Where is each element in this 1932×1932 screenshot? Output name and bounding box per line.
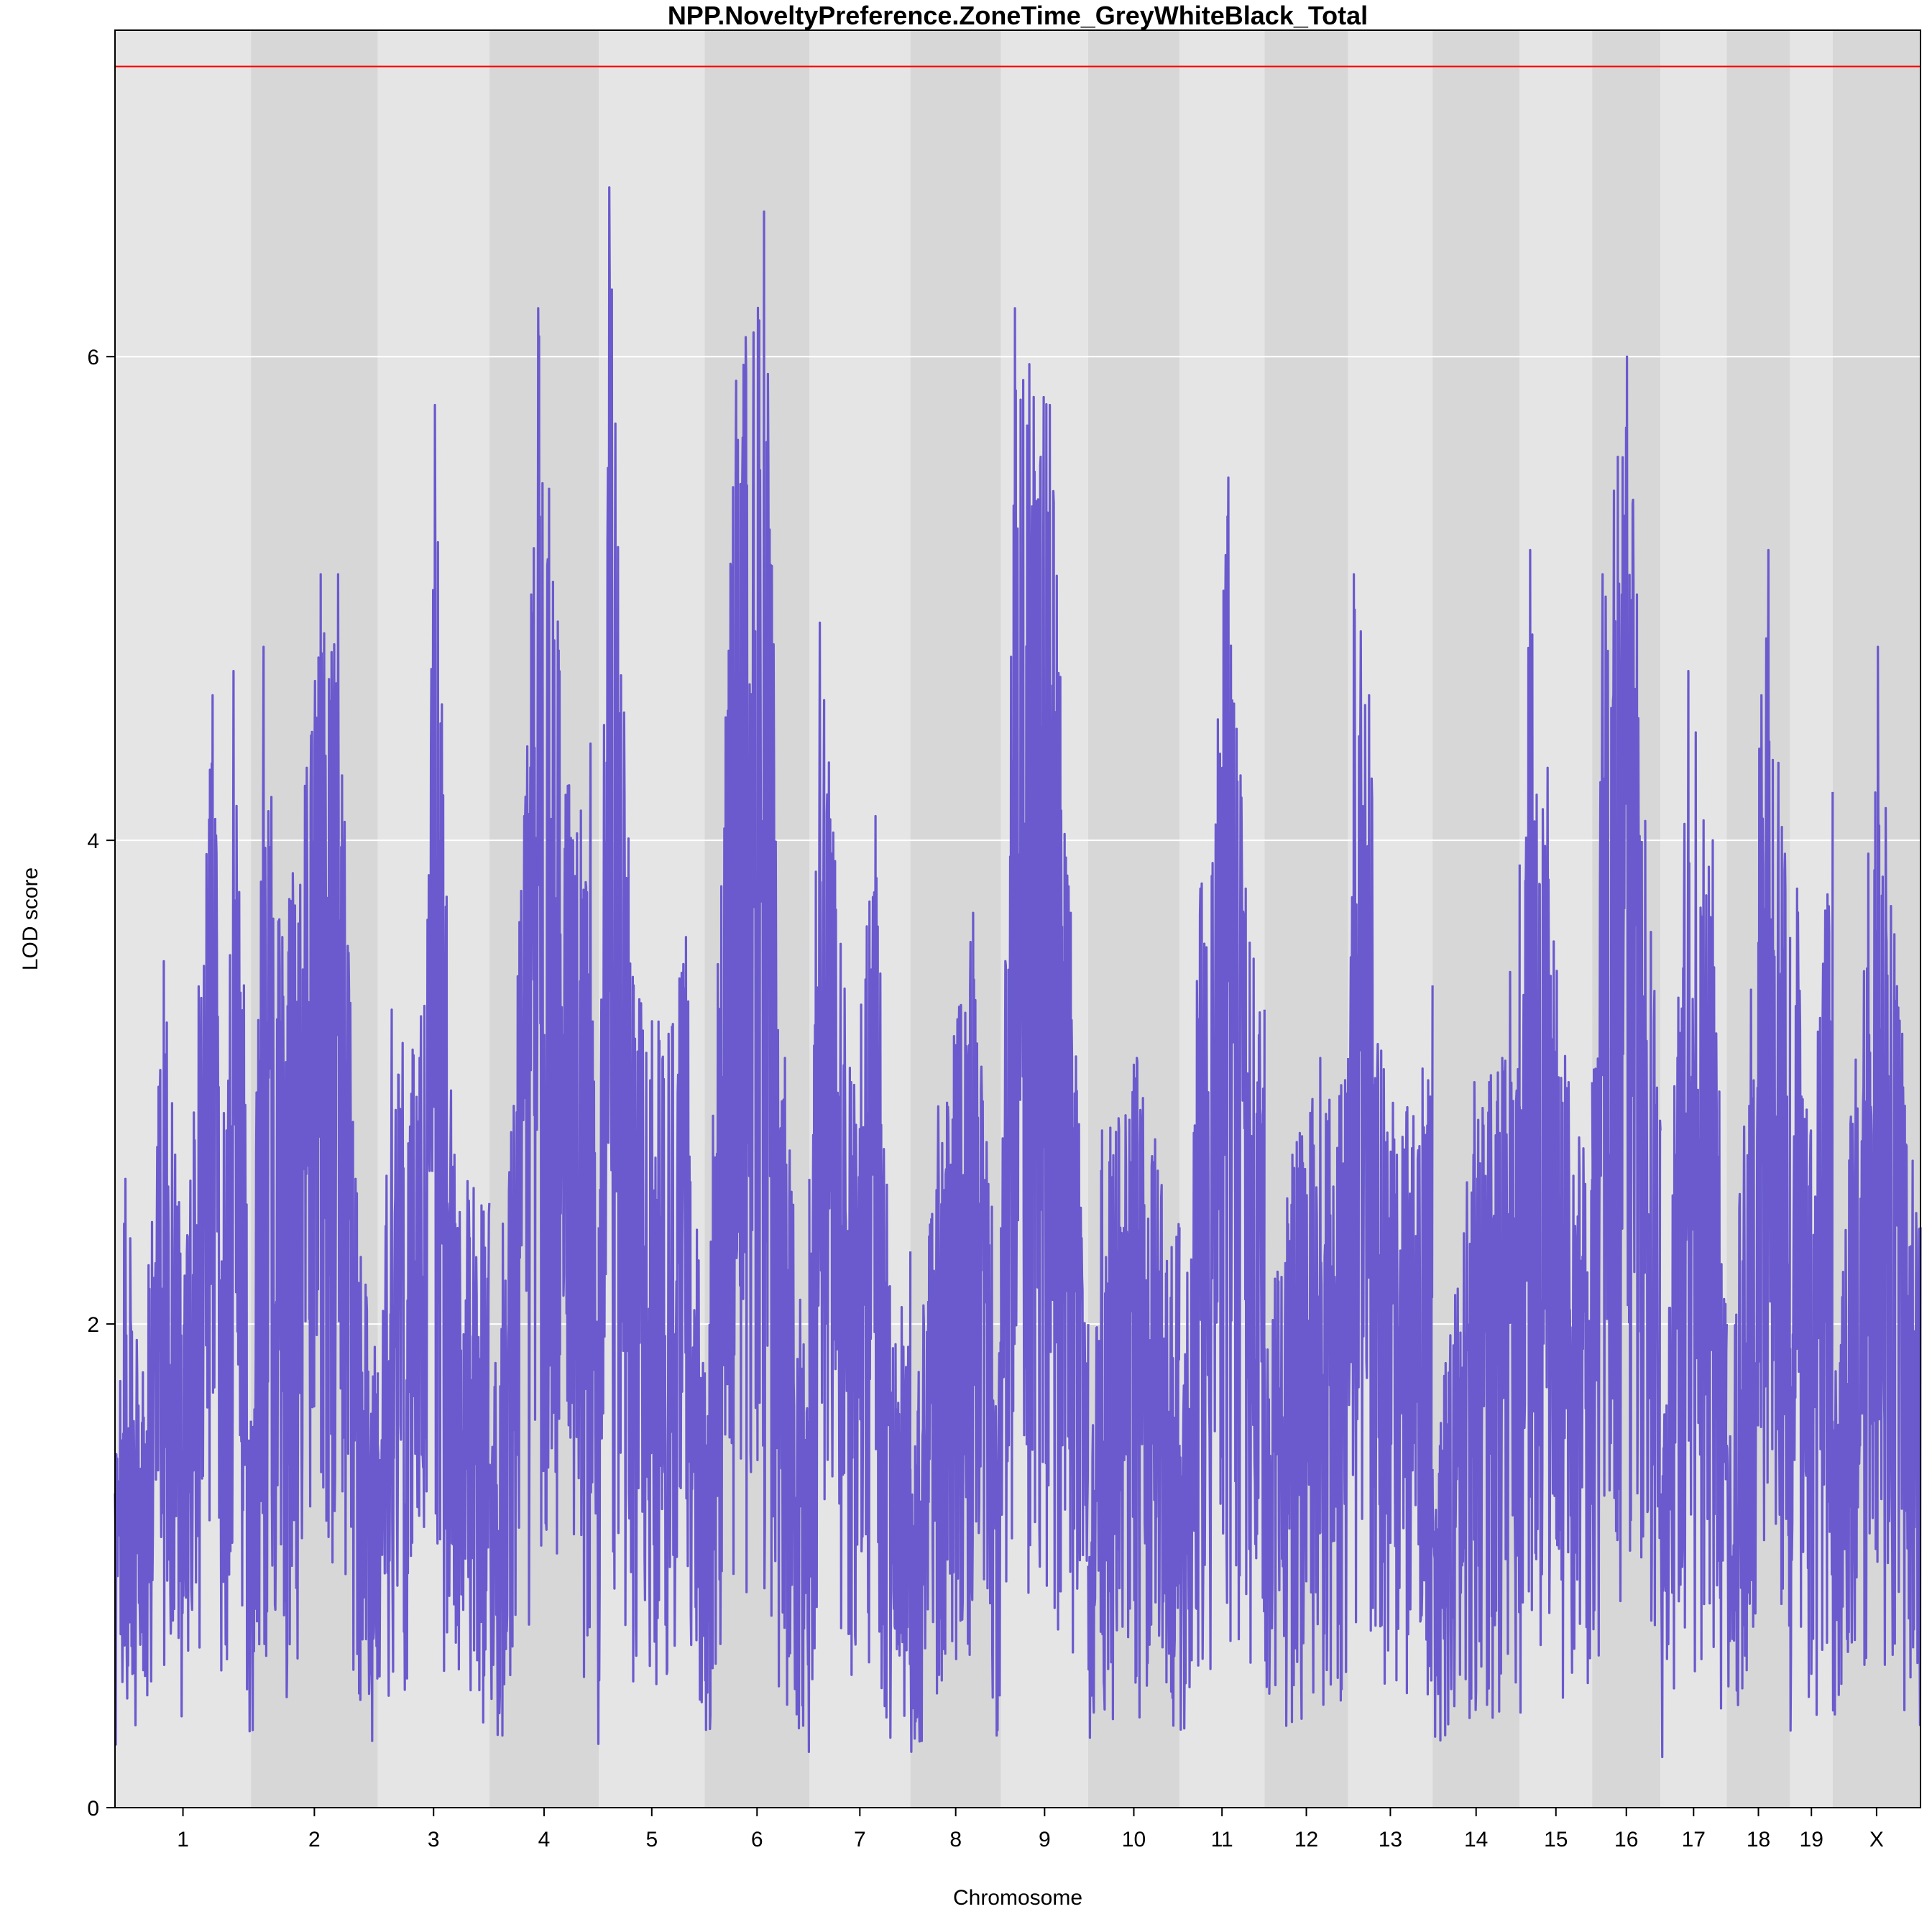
lod-curve-chr-13 bbox=[1347, 573, 1434, 1696]
lod-curve-chr-8 bbox=[909, 911, 1003, 1753]
x-tick-label-5: 5 bbox=[645, 1828, 658, 1852]
x-tick-label-4: 4 bbox=[538, 1828, 551, 1852]
x-tick-label-7: 7 bbox=[854, 1828, 866, 1852]
plot-frame bbox=[114, 29, 1921, 1808]
lod-curve-chr-1 bbox=[114, 670, 252, 1746]
lod-curve-chr-3 bbox=[377, 403, 491, 1724]
x-tick-label-12: 12 bbox=[1294, 1828, 1318, 1852]
y-tick-label-6: 6 bbox=[87, 346, 99, 369]
lod-curve-chr-6 bbox=[703, 210, 811, 1753]
x-tick-label-17: 17 bbox=[1682, 1828, 1706, 1852]
chart-title: NPP.NoveltyPreference.ZoneTime_GreyWhite… bbox=[668, 1, 1368, 30]
lod-curve-chr-12 bbox=[1263, 1057, 1350, 1727]
x-tick-label-13: 13 bbox=[1379, 1828, 1402, 1852]
lod-curve-chr-2 bbox=[249, 573, 380, 1742]
x-tick-label-11: 11 bbox=[1211, 1828, 1233, 1852]
lod-curve-chr-19 bbox=[1789, 791, 1834, 1732]
lod-curve-chr-7 bbox=[808, 621, 912, 1739]
lod-curve-chr-14 bbox=[1431, 864, 1521, 1742]
y-tick-label-0: 0 bbox=[87, 1797, 99, 1821]
x-tick-label-3: 3 bbox=[428, 1828, 440, 1852]
y-tick-label-2: 2 bbox=[87, 1313, 99, 1337]
x-tick-label-10: 10 bbox=[1122, 1828, 1146, 1852]
x-tick-label-8: 8 bbox=[949, 1828, 962, 1852]
lod-curve-chr-17 bbox=[1659, 670, 1728, 1759]
x-tick-label-16: 16 bbox=[1614, 1828, 1638, 1852]
x-axis-ticks: 1 2 3 4 5 6 7 8 9 10 11 12 13 14 15 16 17 18 19 X bbox=[177, 1808, 1884, 1852]
x-tick-label-18: 18 bbox=[1747, 1828, 1770, 1852]
lod-curve-chr-15 bbox=[1518, 548, 1593, 1714]
x-tick-label-2: 2 bbox=[308, 1828, 321, 1852]
lod-curve-chr-10 bbox=[1087, 1057, 1181, 1739]
lod-series bbox=[114, 186, 1922, 1759]
x-tick-label-6: 6 bbox=[751, 1828, 763, 1852]
lod-curve-chr-X bbox=[1831, 645, 1922, 1726]
x-axis-label: Chromosome bbox=[953, 1886, 1082, 1910]
lod-curve-chr-9 bbox=[1000, 307, 1090, 1654]
lod-curve-chr-4 bbox=[488, 307, 600, 1745]
y-axis-ticks: 0 2 4 6 bbox=[87, 346, 115, 1821]
y-tick-label-4: 4 bbox=[87, 829, 99, 853]
x-tick-label-X: X bbox=[1869, 1828, 1884, 1852]
x-tick-label-14: 14 bbox=[1464, 1828, 1488, 1852]
x-tick-label-9: 9 bbox=[1039, 1828, 1051, 1852]
x-tick-label-15: 15 bbox=[1544, 1828, 1568, 1852]
lod-curve-chr-11 bbox=[1178, 476, 1266, 1731]
lod-curve-chr-16 bbox=[1591, 355, 1662, 1657]
x-tick-label-1: 1 bbox=[177, 1828, 189, 1852]
lod-curve-chr-18 bbox=[1725, 548, 1792, 1706]
x-tick-label-19: 19 bbox=[1800, 1828, 1823, 1852]
lod-curve-chr-5 bbox=[597, 186, 707, 1703]
y-axis-label: LOD score bbox=[19, 868, 42, 970]
